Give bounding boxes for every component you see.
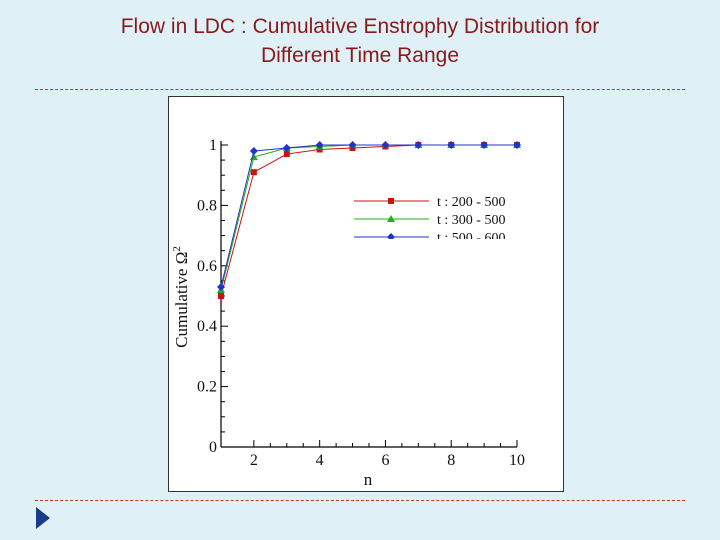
- y-tick-label: 1: [209, 137, 217, 154]
- data-point: [480, 141, 489, 149]
- y-tick-label: 0: [209, 439, 217, 456]
- chart-ticks: 2 4 6 8 10 0 0.2 0.4 0.6 0.8 1: [197, 137, 525, 469]
- data-point: [513, 141, 521, 149]
- data-point: [249, 147, 258, 156]
- data-point: [381, 141, 390, 149]
- data-point: [250, 169, 257, 176]
- chart-svg: 2 4 6 8 10 0 0.2 0.4 0.6 0.8 1 t : 200 - 500 t : 30…: [171, 137, 525, 489]
- y-tick-label: 0.8: [197, 197, 217, 214]
- data-point: [217, 282, 225, 291]
- chart-series: [217, 141, 521, 299]
- data-point: [282, 144, 291, 153]
- data-point: [414, 141, 423, 149]
- legend-label: t : 300 - 500: [437, 213, 505, 228]
- y-axis-label-superscript: 2: [171, 246, 183, 252]
- series-line: [220, 144, 517, 288]
- legend-entry: t : 200 - 500: [354, 195, 505, 210]
- chart-axes: [220, 141, 517, 448]
- series-3: [217, 141, 521, 291]
- x-axis-label: n: [364, 470, 373, 489]
- slide-title: Flow in LDC : Cumulative Enstrophy Distr…: [0, 12, 720, 70]
- x-tick-label: 8: [447, 452, 455, 469]
- x-tick-label: 6: [381, 452, 389, 469]
- y-tick-label: 0.2: [197, 379, 217, 396]
- data-point: [218, 293, 224, 299]
- y-tick-label: 0.4: [197, 318, 217, 335]
- chart-figure: 2 4 6 8 10 0 0.2 0.4 0.6 0.8 1 t : 200 - 500 t : 30…: [168, 96, 564, 492]
- data-point: [447, 141, 456, 149]
- legend-marker: [388, 198, 394, 204]
- data-point: [316, 146, 323, 153]
- data-point: [315, 141, 324, 149]
- y-axis-label: Cumulative Ω2: [171, 246, 191, 348]
- data-point: [348, 141, 357, 149]
- bottom-divider: [35, 500, 685, 501]
- legend-entry: t : 300 - 500: [354, 213, 505, 228]
- legend-label: t : 200 - 500: [437, 195, 505, 210]
- legend-clip: [349, 239, 524, 251]
- x-tick-label: 10: [509, 452, 525, 469]
- x-tick-label: 4: [316, 452, 324, 469]
- top-divider: [35, 89, 685, 90]
- y-tick-label: 0.6: [197, 258, 217, 275]
- slide-title-line-2: Different Time Range: [260, 44, 460, 67]
- y-axis-label-text: Cumulative Ω: [172, 252, 191, 348]
- legend-marker: [387, 215, 395, 222]
- data-point: [283, 151, 290, 158]
- x-tick-label: 2: [250, 452, 258, 469]
- next-slide-arrow-icon[interactable]: [36, 507, 50, 529]
- slide-title-line-1: Flow in LDC : Cumulative Enstrophy Distr…: [120, 15, 600, 38]
